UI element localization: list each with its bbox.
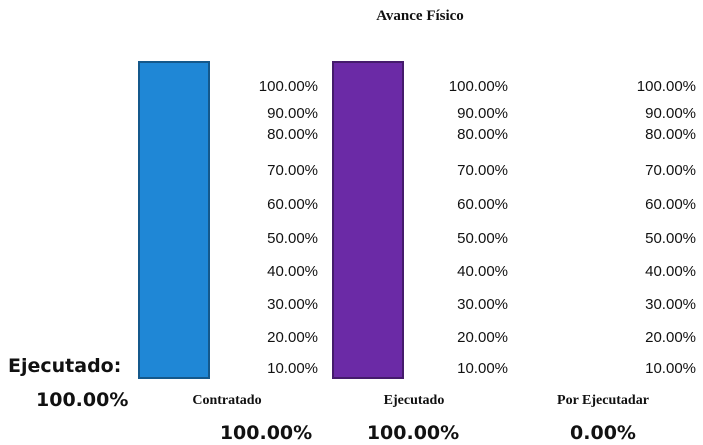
- axis-tick-label: 10.00%: [645, 360, 696, 377]
- axis-tick-label: 80.00%: [267, 126, 318, 143]
- axis-tick-label: 40.00%: [267, 263, 318, 280]
- axis-tick-label: 20.00%: [267, 329, 318, 346]
- axis-tick-label: 80.00%: [457, 126, 508, 143]
- axis-tick-label: 70.00%: [267, 162, 318, 179]
- axis-tick-label: 50.00%: [267, 230, 318, 247]
- axis-tick-label: 40.00%: [457, 263, 508, 280]
- bar-ejecutado: [332, 61, 404, 379]
- axis-tick-label: 20.00%: [457, 329, 508, 346]
- axis-tick-label: 70.00%: [457, 162, 508, 179]
- axis-tick-label: 50.00%: [457, 230, 508, 247]
- axis-tick-label: 100.00%: [636, 78, 696, 95]
- axis-tick-label: 70.00%: [645, 162, 696, 179]
- axis-tick-label: 60.00%: [645, 196, 696, 213]
- axis-tick-label: 90.00%: [267, 105, 318, 122]
- axis-tick-label: 90.00%: [645, 105, 696, 122]
- category-label: Por Ejecutadar: [557, 393, 649, 408]
- summary-label: Ejecutado:: [8, 355, 122, 377]
- bar-contratado: [138, 61, 210, 379]
- chart-title: Avance Físico: [376, 8, 464, 24]
- axis-tick-label: 10.00%: [457, 360, 508, 377]
- summary-value: 100.00%: [36, 389, 129, 411]
- value-label: 0.00%: [570, 422, 636, 444]
- axis-tick-label: 20.00%: [645, 329, 696, 346]
- category-label: Ejecutado: [383, 393, 445, 408]
- axis-tick-label: 60.00%: [267, 196, 318, 213]
- axis-tick-label: 100.00%: [258, 78, 318, 95]
- axis-tick-label: 80.00%: [645, 126, 696, 143]
- axis-tick-label: 40.00%: [645, 263, 696, 280]
- value-label: 100.00%: [366, 422, 460, 444]
- value-label: 100.00%: [219, 422, 313, 444]
- axis-tick-label: 50.00%: [645, 230, 696, 247]
- category-label: Contratado: [192, 393, 262, 408]
- axis-tick-label: 100.00%: [448, 78, 508, 95]
- axis-tick-label: 10.00%: [267, 360, 318, 377]
- axis-tick-label: 30.00%: [457, 296, 508, 313]
- axis-tick-label: 60.00%: [457, 196, 508, 213]
- axis-tick-label: 30.00%: [267, 296, 318, 313]
- axis-tick-label: 30.00%: [645, 296, 696, 313]
- axis-tick-label: 90.00%: [457, 105, 508, 122]
